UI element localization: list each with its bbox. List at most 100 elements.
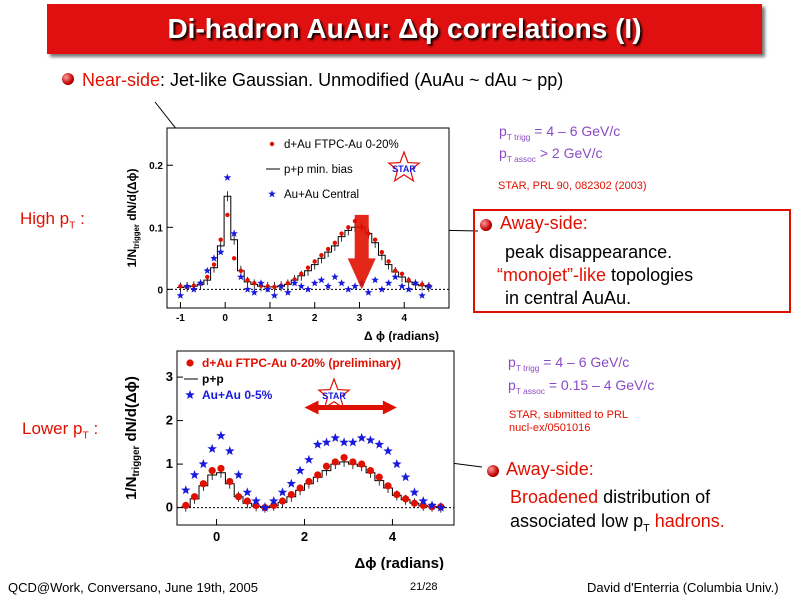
series-pp-line — [181, 461, 446, 509]
auau-point — [181, 485, 191, 495]
auau-point — [210, 254, 218, 262]
dau-point — [205, 274, 210, 280]
auau-point — [371, 276, 379, 284]
legend-auau-label: Au+Au 0-5% — [202, 388, 273, 402]
auau-point — [207, 443, 217, 453]
auau-point — [321, 437, 332, 447]
star-logo-icon — [317, 377, 351, 410]
x-tick-label: 3 — [357, 313, 363, 324]
dau-point — [305, 477, 313, 486]
away2-heading: Away-side: — [506, 459, 594, 479]
away-side-box — [473, 209, 791, 313]
away1-line1: peak disappearance. — [505, 242, 673, 262]
dau-point — [406, 277, 411, 283]
dau-point — [319, 253, 324, 258]
plot-frame — [166, 127, 450, 309]
auau-point — [270, 291, 279, 299]
y-tick-label: 0 — [166, 500, 173, 515]
y-tick-label: 0.1 — [149, 223, 163, 234]
dau-point — [366, 467, 375, 475]
series-pp-line — [177, 195, 433, 288]
dau-point — [331, 458, 339, 466]
auau-point — [310, 279, 319, 287]
auau-point — [176, 291, 185, 299]
dau-point — [312, 259, 317, 264]
y-axis-label: 1/Ntrigger dN/d(Δϕ) — [125, 169, 141, 268]
lower-pt-label: Lower pT : — [22, 419, 99, 442]
star-logo-text: STAR — [392, 164, 416, 174]
dau-point — [243, 497, 251, 505]
auau-point — [216, 430, 226, 440]
auau-point — [339, 437, 349, 447]
auau-point — [404, 285, 413, 293]
y-tick-label: 3 — [166, 369, 173, 384]
dau-point — [234, 493, 243, 501]
auau-point — [411, 279, 420, 287]
x-axis-label: Δϕ (radians) — [354, 555, 444, 570]
x-tick-label: 2 — [301, 529, 308, 544]
auau-point — [398, 282, 406, 290]
auau-point — [183, 282, 191, 290]
dau-point — [332, 240, 338, 246]
auau-point — [269, 496, 279, 506]
legend-dau-label: d+Au FTPC-Au 0-20% (preliminary) — [202, 356, 401, 370]
legend-auau-marker — [185, 390, 195, 399]
auau-point — [348, 437, 358, 447]
auau-point — [277, 282, 285, 290]
auau-point — [190, 285, 198, 293]
auau-point — [286, 478, 297, 488]
auau-point — [216, 248, 225, 256]
y-tick-label: 2 — [166, 413, 173, 428]
auau-point — [383, 446, 393, 456]
dau-point — [379, 249, 385, 255]
away2-line1: Broadened distribution of — [510, 487, 711, 507]
broadening-arrow-icon — [304, 400, 397, 415]
x-tick-label: 0 — [213, 529, 220, 544]
dau-point — [178, 284, 183, 289]
footer-right: David d'Enterria (Columbia Univ.) — [587, 580, 779, 595]
away2-bullet — [487, 464, 499, 482]
dau-point — [402, 495, 410, 503]
auau-point — [364, 288, 373, 296]
auau-point — [260, 502, 270, 512]
auau-point — [225, 446, 235, 456]
legend-auau-label: Au+Au Central — [284, 189, 359, 201]
suppression-arrow-icon — [347, 214, 376, 290]
auau-point — [242, 487, 253, 497]
dau-point — [384, 482, 392, 490]
dau-point — [245, 277, 250, 283]
plot2-reference-1: STAR, submitted to PRL — [509, 409, 629, 421]
away1-line3: in central AuAu. — [505, 288, 632, 308]
auau-point — [297, 282, 306, 290]
auau-point — [295, 465, 305, 475]
auau-point — [374, 439, 384, 449]
auau-point — [337, 279, 346, 287]
dau-point — [211, 262, 217, 267]
auau-point — [284, 288, 292, 296]
dau-point — [349, 458, 357, 466]
auau-point — [351, 282, 359, 290]
auau-point — [331, 273, 339, 281]
auau-point — [378, 285, 386, 293]
auau-point — [203, 266, 212, 274]
dau-point — [339, 231, 344, 236]
dau-point — [225, 212, 230, 218]
dau-point — [296, 484, 304, 492]
auau-point — [237, 273, 245, 281]
star-logo-text: STAR — [322, 391, 346, 401]
dau-point — [340, 453, 348, 462]
auau-point — [250, 288, 259, 296]
x-tick-label: 4 — [401, 313, 407, 324]
y-axis-label: 1/Ntrigger dN/d(Δϕ) — [123, 376, 142, 500]
dau-point — [238, 268, 244, 273]
auau-point — [436, 502, 446, 512]
legend-pp-label: p+p — [202, 372, 224, 386]
auau-point — [243, 285, 252, 293]
auau-point — [317, 276, 326, 284]
title-bar: Di-hadron AuAu: Δϕ correlations (I) — [47, 4, 762, 54]
auau-point — [223, 173, 232, 181]
auau-point — [391, 273, 400, 281]
x-tick-label: 1 — [267, 313, 273, 324]
y-tick-label: 0.2 — [149, 161, 163, 172]
star-logo-icon — [387, 150, 421, 183]
